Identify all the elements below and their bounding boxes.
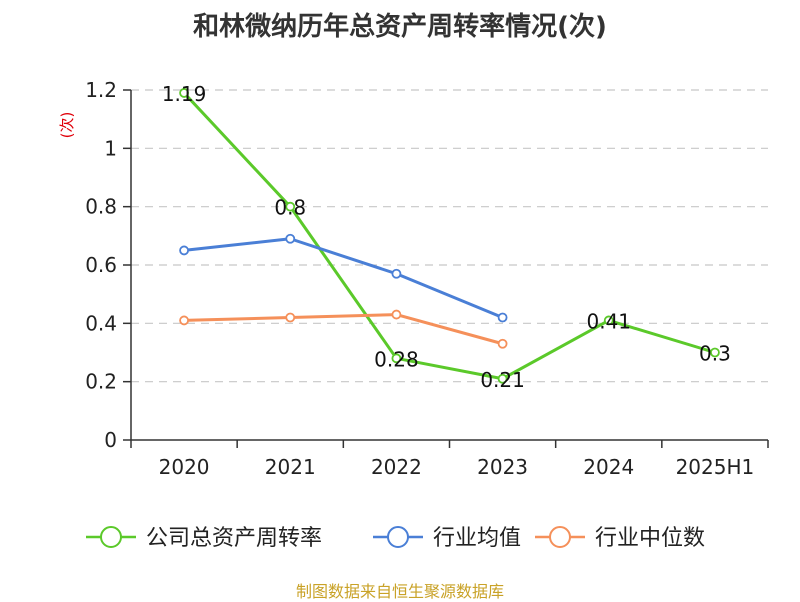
y-tick-label-5: 1 [104, 136, 117, 160]
data-point-1-1 [285, 233, 296, 244]
series-line-1 [183, 237, 504, 319]
data-label-4: 0.41 [586, 309, 631, 333]
x-tick-label-5: 2025H1 [676, 455, 755, 479]
y-tick-label-0: 0 [104, 428, 117, 452]
y-tick-label-2: 0.4 [85, 311, 117, 335]
legend-marker-1 [387, 526, 409, 548]
legend-label-2: 行业中位数 [595, 526, 705, 551]
data-label-1: 0.8 [274, 196, 306, 220]
series-line-0 [182, 91, 716, 381]
data-point-1-3 [497, 312, 508, 323]
x-tick-label-2: 2022 [371, 455, 422, 479]
data-label-3: 0.21 [480, 368, 525, 392]
y-tick-label-3: 0.6 [85, 253, 117, 277]
series-line-2 [184, 313, 503, 346]
y-tick-label-4: 0.8 [85, 195, 117, 219]
data-point-0-4 [603, 315, 614, 326]
legend-label-0: 公司总资产周转率 [146, 526, 322, 551]
x-tick-label-0: 2020 [159, 455, 210, 479]
data-point-0-5 [710, 347, 720, 358]
legend-label-1: 行业均值 [433, 526, 521, 551]
x-tick-label-1: 2021 [265, 455, 316, 479]
x-tick-label-3: 2023 [477, 455, 528, 479]
x-tick-label-4: 2024 [583, 455, 634, 479]
data-point-2-0 [179, 315, 189, 326]
y-axis-title: (次) [58, 112, 76, 139]
source-note: 制图数据来自恒生聚源数据库 [295, 582, 504, 601]
line-chart: 0 0.2 0.4 0.6 0.8 1 1.2 (次) 2020 2021 2022 2023 2024… [58, 78, 769, 551]
legend-marker-0 [100, 526, 122, 548]
data-point-0-3 [497, 373, 508, 384]
data-point-2-2 [391, 309, 402, 320]
y-tick-label-6: 1.2 [85, 78, 117, 102]
chart-title: 和林微纳历年总资产周转率情况(次) [193, 12, 607, 42]
data-point-2-3 [497, 338, 508, 349]
y-tick-label-1: 0.2 [85, 370, 117, 394]
data-point-1-0 [179, 245, 189, 256]
data-point-2-1 [285, 312, 296, 323]
data-label-2: 0.28 [374, 347, 419, 371]
data-label-5: 0.3 [699, 342, 731, 366]
data-label-0: 1.19 [162, 82, 207, 106]
data-point-0-1 [285, 201, 296, 212]
data-point-1-2 [391, 268, 402, 279]
data-point-0-0 [179, 88, 189, 98]
legend-marker-2 [549, 526, 571, 548]
data-point-0-2 [391, 353, 402, 364]
